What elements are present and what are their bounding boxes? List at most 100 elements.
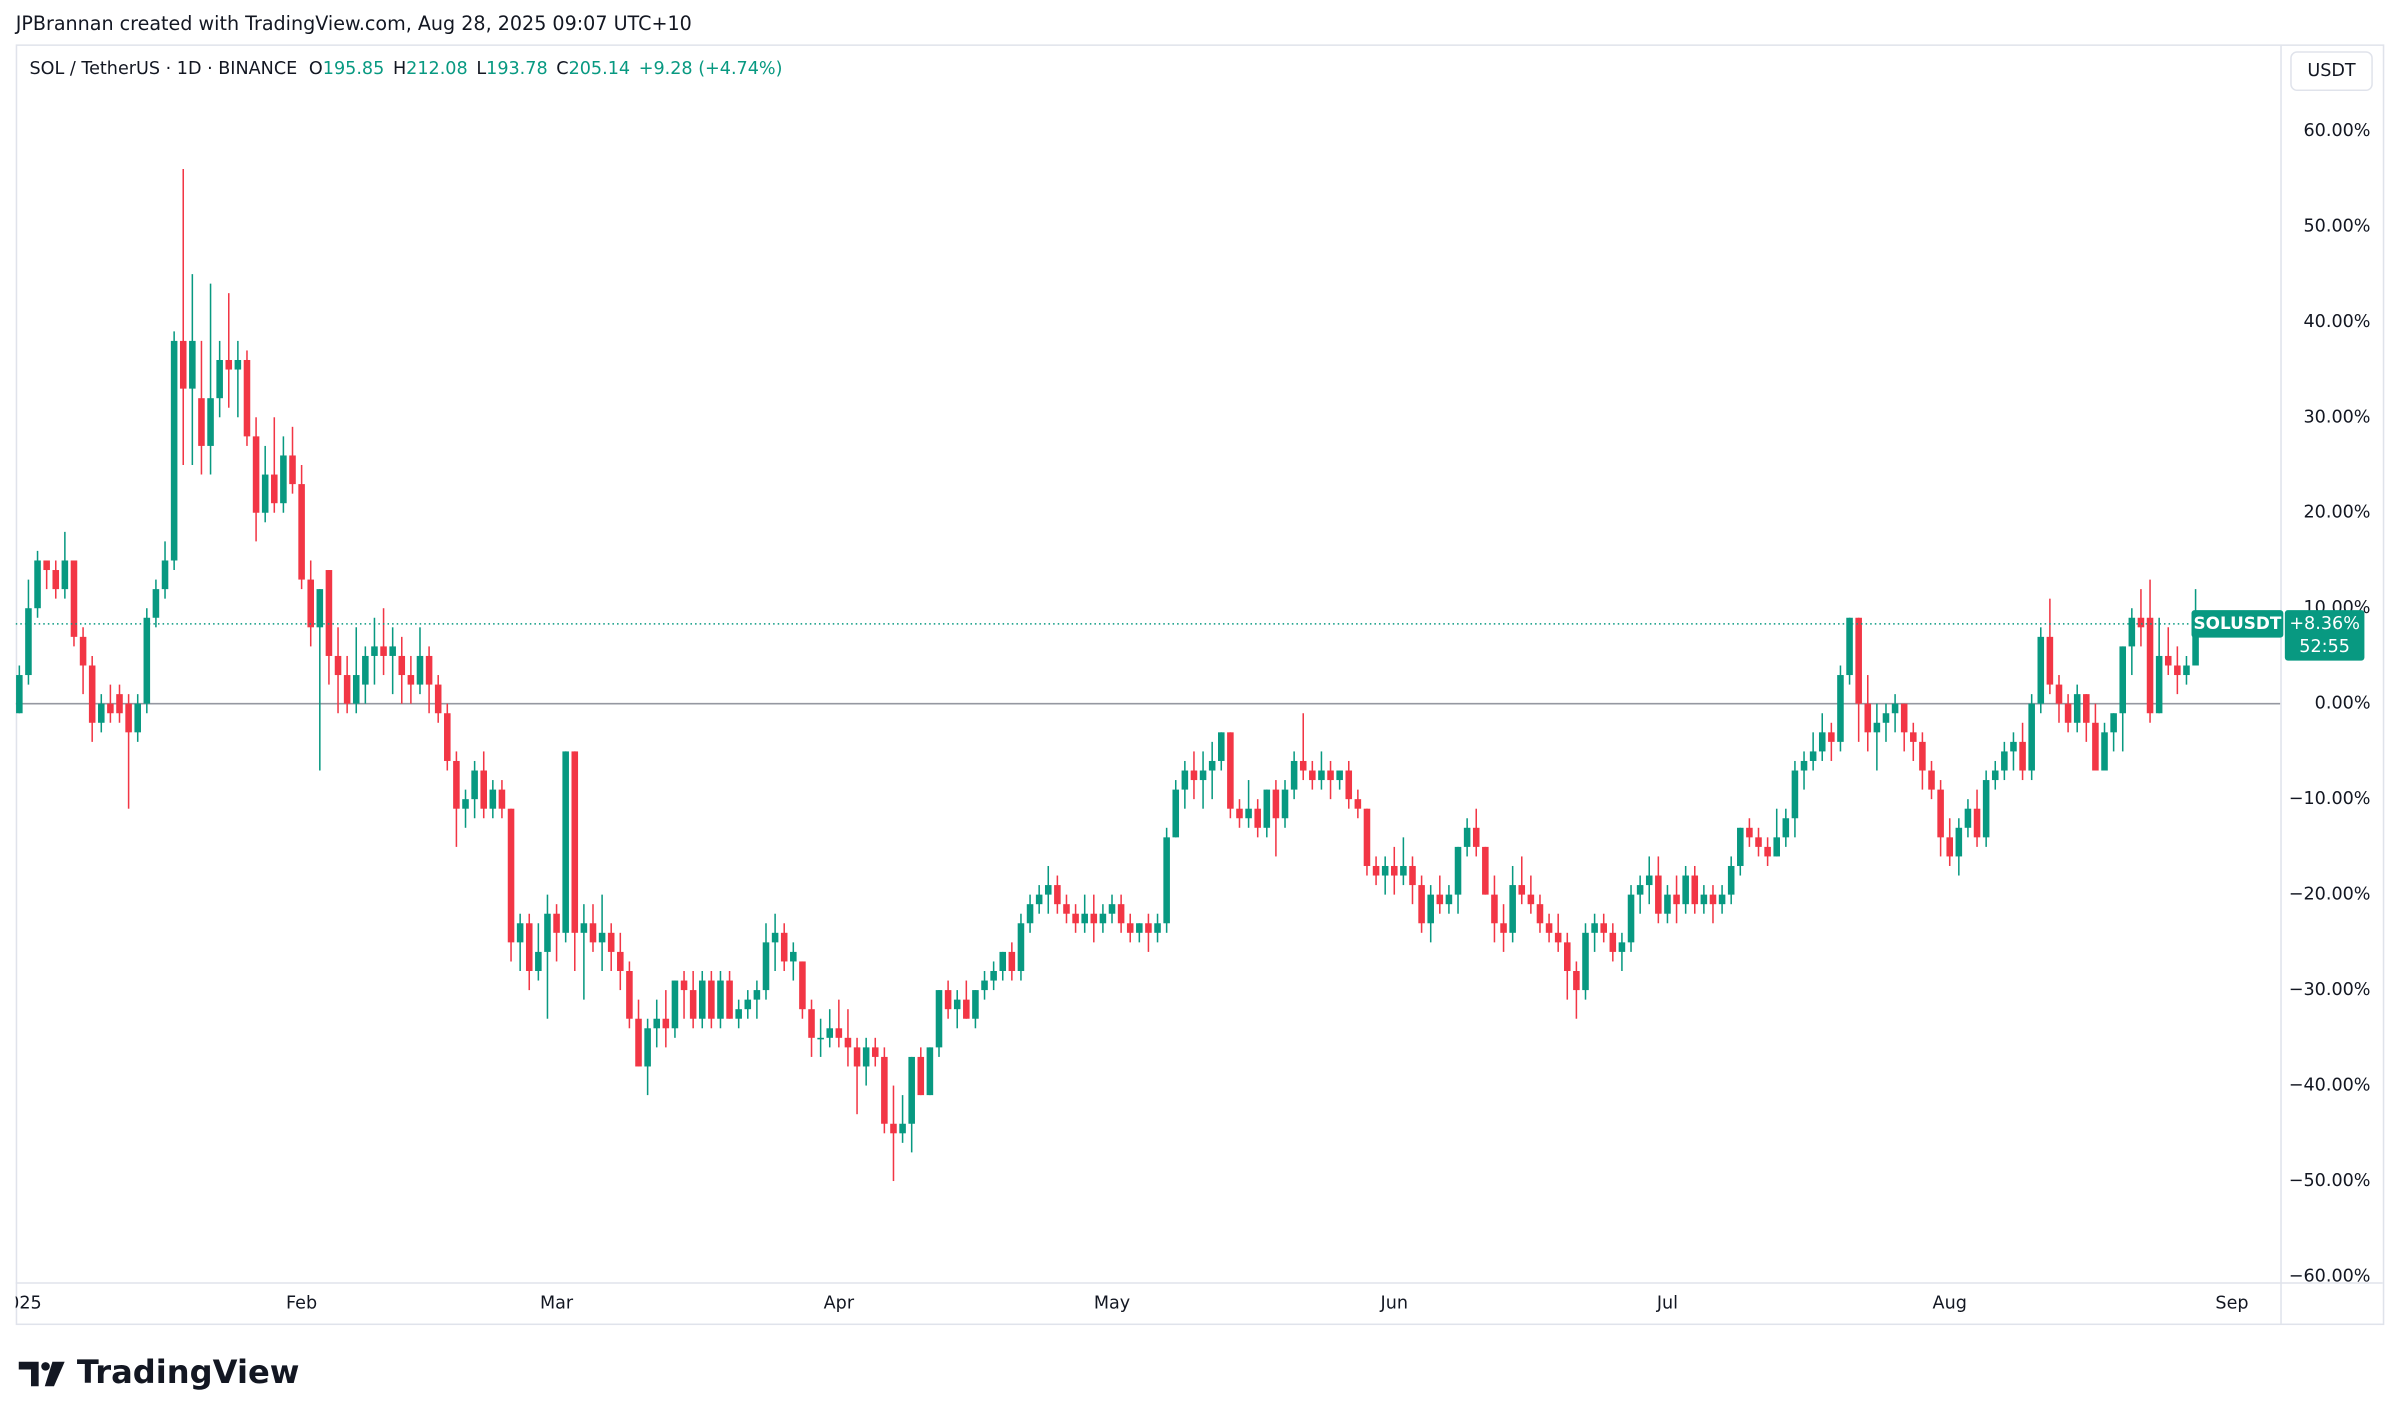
candle-body [2183,665,2190,676]
candle-body [653,1018,661,1029]
candle-body [1372,865,1380,876]
y-tick-label: 40.00% [2304,312,2371,332]
candle-body [1773,837,1780,857]
candle-body [908,1056,915,1124]
candle-body [1463,827,1471,847]
candle-body [161,560,169,590]
candle-body [1500,923,1507,933]
candle-body [207,398,214,446]
y-tick-label: 0.00% [2315,694,2371,714]
candle-body [1937,789,1944,838]
candle-body [1145,923,1152,933]
candle-body [1063,904,1070,914]
candle-body [1828,732,1835,742]
candle-body [871,1047,879,1057]
candle-body [416,655,424,685]
candle-body [1172,789,1180,838]
candle-body [1718,894,1726,905]
candle-body [862,1047,870,1067]
candle-body [853,1047,861,1067]
candle-body [580,923,588,933]
candle-body [70,560,78,637]
candle-body [371,646,378,656]
candle-body [780,932,788,962]
candle-body [808,1009,815,1038]
candle-body [525,923,533,972]
candle-body [589,923,597,943]
candle-body [1136,923,1143,933]
candle-body [1919,741,1926,771]
symbol-legend: SOL / TetherUS · 1D · BINANCE O195.85 H2… [29,59,782,79]
candle-body [1099,913,1107,924]
candle-body [1035,894,1043,905]
price-tag-value: +8.36% [2289,614,2360,634]
candle-body [1454,846,1462,895]
candle-body [1263,789,1271,828]
candle-body [2174,665,2181,676]
y-tick-label: 60.00% [2304,121,2371,141]
candle-body [1673,894,1680,905]
candle-body [1609,932,1617,952]
candle-body [1509,885,1516,933]
candle-body [1700,894,1708,905]
y-tick-label: 20.00% [2304,503,2371,523]
y-tick-label: −40.00% [2289,1076,2371,1096]
candle-body [2128,617,2136,647]
logo-text: TradingView [77,1353,300,1391]
candle-body [2119,646,2127,714]
candle-body [1199,770,1207,781]
candle-body [1536,904,1544,924]
candle-body [334,655,342,676]
candle-body [671,980,679,1029]
candle-body [1554,932,1562,943]
candle-body [2019,741,2026,771]
candle-body [1436,894,1444,905]
symbol: SOL / TetherUS · 1D · BINANCE [29,59,297,79]
candle-body [835,1028,843,1038]
candle-body [243,359,251,437]
candle-body [1855,617,1862,704]
candle-body [34,560,41,609]
y-tick-label: −20.00% [2289,885,2371,905]
candle-body [88,665,96,723]
candle-body [1982,780,1990,838]
candle-body [389,646,396,656]
candle-body [1427,894,1434,924]
candle-body [1445,894,1453,905]
candle-body [607,932,615,952]
currency-button[interactable] [2290,51,2373,92]
candle-body [362,655,369,685]
candle-body [2037,636,2045,704]
candle-body [963,999,970,1019]
candle-body [571,751,579,933]
candle-body [1327,770,1334,781]
price-tag-countdown: 52:55 [2299,637,2350,657]
candle-body [1108,904,1116,914]
change-value: +9.28 (+4.74%) [639,59,783,79]
candle-body [753,990,761,1000]
candle-body [1217,732,1225,761]
logo-mark [41,1362,50,1371]
candle-body [1618,942,1626,952]
low-label: L [476,59,486,79]
candle-body [935,990,943,1048]
candle-body [498,789,506,809]
candle-body [152,589,160,618]
candle-body [1345,770,1353,800]
y-tick-label: 50.00% [2304,216,2371,236]
candle-body [61,560,69,590]
candle-body [1290,760,1298,790]
candle-body [1354,799,1362,809]
candle-body [2092,722,2099,771]
candle-body [1691,875,1699,905]
candle-body [1837,675,1844,742]
candle-body [799,961,806,1010]
currency-label: USDT [2307,61,2356,81]
candle-body [2192,623,2199,666]
candle-body [762,942,770,991]
candle-body [2055,684,2063,704]
candle-body [553,913,560,933]
candle-body [1044,885,1052,895]
candle-body [1645,875,1653,886]
